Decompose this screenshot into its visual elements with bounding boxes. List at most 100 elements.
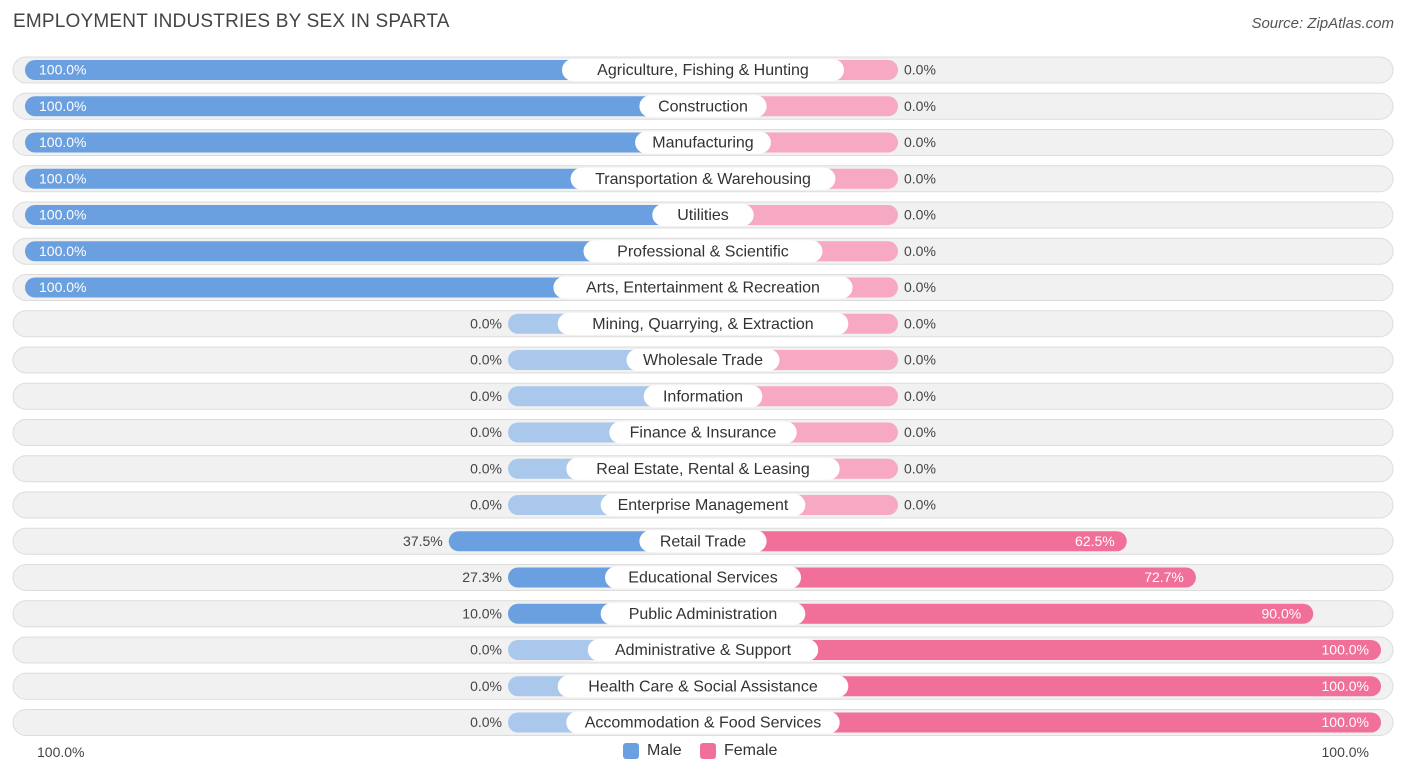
category-label: Finance & Insurance bbox=[630, 425, 777, 442]
bar-female bbox=[703, 640, 1381, 660]
category-label-background bbox=[557, 675, 849, 698]
category-label: Health Care & Social Assistance bbox=[588, 678, 818, 695]
legend: Male Female bbox=[0, 742, 1406, 762]
value-label-female: 100.0% bbox=[1322, 714, 1369, 730]
category-label: Manufacturing bbox=[652, 135, 753, 152]
axis-left-label: 100.0% bbox=[37, 744, 85, 760]
bar-female bbox=[703, 712, 1381, 733]
category-label: Educational Services bbox=[628, 570, 777, 587]
value-label-male: 37.5% bbox=[403, 533, 443, 549]
category-label-background bbox=[562, 59, 844, 81]
legend-swatch-female bbox=[700, 743, 716, 759]
bar-male bbox=[25, 205, 703, 225]
legend-item-male: Male bbox=[623, 742, 682, 760]
value-label-male: 0.0% bbox=[470, 678, 502, 694]
value-label-male: 0.0% bbox=[470, 352, 502, 368]
value-label-female: 0.0% bbox=[904, 98, 936, 114]
category-label: Enterprise Management bbox=[618, 497, 789, 514]
value-label-female: 72.7% bbox=[1144, 569, 1184, 585]
category-label-background bbox=[557, 312, 849, 335]
category-label: Wholesale Trade bbox=[643, 352, 763, 369]
category-label-background bbox=[587, 639, 819, 661]
bar-female bbox=[703, 676, 1381, 697]
value-label-male: 27.3% bbox=[462, 569, 502, 585]
legend-swatch-male bbox=[623, 743, 639, 759]
value-label-male: 100.0% bbox=[39, 98, 86, 114]
category-label-background bbox=[639, 530, 767, 553]
value-label-male: 100.0% bbox=[39, 170, 86, 186]
source-label: Source: ZipAtlas.com bbox=[1251, 15, 1394, 32]
category-label-background bbox=[652, 204, 754, 226]
value-label-female: 0.0% bbox=[904, 170, 936, 186]
bar-male bbox=[25, 96, 703, 117]
diverging-bar-chart: 100.0% 0.0% Agriculture, Fishing & Hunting… bbox=[12, 56, 1394, 736]
value-label-male: 100.0% bbox=[39, 243, 86, 259]
category-label: Utilities bbox=[677, 207, 729, 224]
value-label-female: 0.0% bbox=[904, 315, 936, 331]
bar-male bbox=[25, 60, 703, 80]
category-label: Agriculture, Fishing & Hunting bbox=[597, 62, 809, 79]
category-label: Professional & Scientific bbox=[617, 243, 789, 260]
category-label-background bbox=[566, 457, 840, 480]
value-label-male: 100.0% bbox=[39, 279, 86, 295]
category-label-background bbox=[609, 421, 797, 444]
bar-male bbox=[25, 168, 703, 189]
category-label-background bbox=[600, 494, 806, 516]
bar-female bbox=[703, 531, 1127, 552]
value-label-female: 0.0% bbox=[904, 352, 936, 368]
value-label-male: 0.0% bbox=[470, 315, 502, 331]
value-label-female: 0.0% bbox=[904, 497, 936, 513]
category-label-background bbox=[635, 131, 771, 154]
category-label-background bbox=[626, 349, 780, 371]
bar-male bbox=[25, 132, 703, 153]
legend-item-female: Female bbox=[700, 742, 777, 760]
value-label-female: 0.0% bbox=[904, 243, 936, 259]
category-label-background bbox=[600, 602, 806, 625]
value-label-female: 100.0% bbox=[1322, 642, 1369, 658]
category-label: Information bbox=[663, 388, 743, 405]
legend-label-male: Male bbox=[647, 742, 682, 759]
value-label-male: 100.0% bbox=[39, 134, 86, 150]
value-label-male: 0.0% bbox=[470, 424, 502, 440]
bar-male bbox=[25, 241, 703, 262]
value-label-female: 0.0% bbox=[904, 424, 936, 440]
value-label-female: 0.0% bbox=[904, 134, 936, 150]
category-label: Construction bbox=[658, 98, 748, 115]
category-label: Mining, Quarrying, & Extraction bbox=[592, 316, 813, 333]
value-label-male: 100.0% bbox=[39, 207, 86, 223]
category-label: Transportation & Warehousing bbox=[595, 171, 811, 188]
category-label: Arts, Entertainment & Recreation bbox=[586, 280, 820, 297]
bar-female bbox=[703, 567, 1196, 588]
category-label-background bbox=[639, 95, 767, 118]
value-label-male: 0.0% bbox=[470, 388, 502, 404]
value-label-male: 0.0% bbox=[470, 714, 502, 730]
category-label-background bbox=[553, 276, 853, 299]
value-label-female: 100.0% bbox=[1322, 678, 1369, 694]
category-label: Accommodation & Food Services bbox=[585, 715, 822, 732]
category-label-background bbox=[643, 385, 763, 408]
axis-right-label: 100.0% bbox=[1321, 744, 1369, 760]
value-label-male: 0.0% bbox=[470, 642, 502, 658]
bar-male bbox=[448, 531, 703, 552]
value-label-female: 0.0% bbox=[904, 279, 936, 295]
value-label-male: 10.0% bbox=[462, 605, 502, 621]
category-label-background bbox=[583, 240, 823, 263]
value-label-female: 62.5% bbox=[1075, 533, 1115, 549]
value-label-female: 0.0% bbox=[904, 460, 936, 476]
value-label-female: 0.0% bbox=[904, 207, 936, 223]
category-label: Real Estate, Rental & Leasing bbox=[596, 461, 809, 478]
value-label-male: 0.0% bbox=[470, 497, 502, 513]
value-label-female: 0.0% bbox=[904, 62, 936, 78]
legend-label-female: Female bbox=[724, 742, 778, 759]
value-label-male: 0.0% bbox=[470, 460, 502, 476]
category-label: Retail Trade bbox=[660, 533, 746, 550]
category-label: Public Administration bbox=[629, 606, 778, 623]
category-label: Administrative & Support bbox=[615, 642, 792, 659]
bar-male bbox=[25, 277, 703, 298]
value-label-male: 100.0% bbox=[39, 62, 86, 78]
category-label-background bbox=[570, 167, 836, 190]
chart-title: EMPLOYMENT INDUSTRIES BY SEX IN SPARTA bbox=[13, 11, 450, 32]
value-label-female: 90.0% bbox=[1261, 605, 1301, 621]
category-label-background bbox=[566, 711, 840, 734]
category-label-background bbox=[605, 566, 801, 589]
